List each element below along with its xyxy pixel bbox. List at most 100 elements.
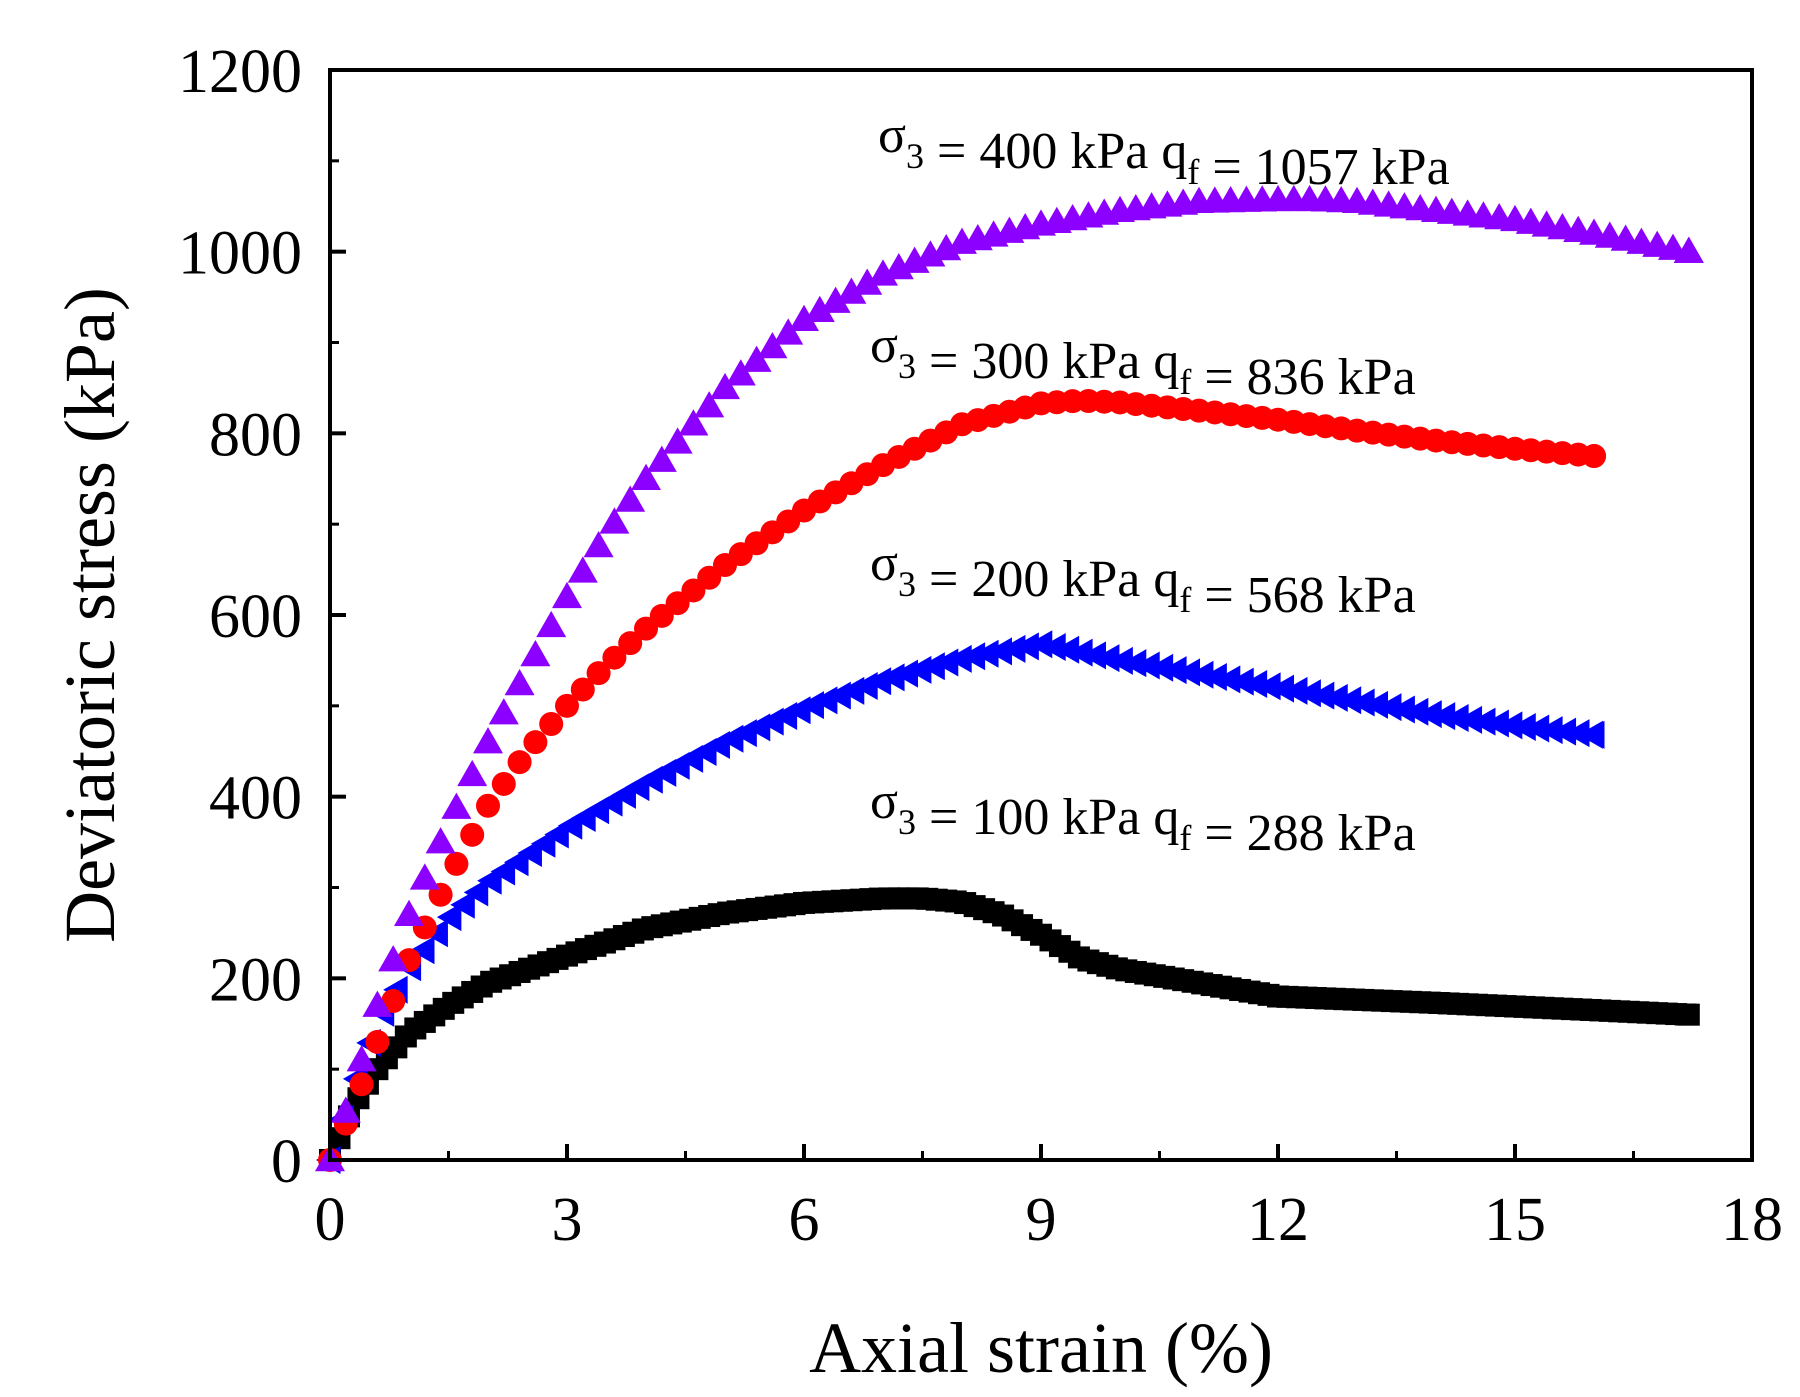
data-point bbox=[1296, 679, 1321, 708]
data-point bbox=[436, 903, 462, 932]
y-tick-label: 1000 bbox=[178, 220, 302, 288]
annotation-label: σ3 = 400 kPa qf = 1057 kPa bbox=[878, 107, 1450, 196]
data-point bbox=[1444, 703, 1469, 732]
annotation-subscript: f bbox=[1179, 362, 1191, 402]
data-point bbox=[552, 581, 582, 609]
data-point bbox=[1054, 635, 1080, 664]
annotation-text: = 400 kPa bbox=[924, 123, 1161, 180]
data-point bbox=[1403, 697, 1429, 726]
data-point bbox=[394, 899, 424, 926]
annotation-subscript: 3 bbox=[898, 802, 916, 842]
data-point bbox=[694, 391, 725, 418]
data-point bbox=[346, 1045, 377, 1072]
data-point bbox=[460, 822, 485, 847]
data-point bbox=[444, 851, 469, 876]
x-tick-label: 3 bbox=[552, 1186, 583, 1254]
data-point bbox=[1336, 686, 1362, 715]
annotation-label: σ3 = 200 kPa qf = 568 kPa bbox=[870, 535, 1416, 624]
data-point bbox=[567, 556, 598, 583]
annotation-text: q bbox=[1153, 551, 1179, 608]
data-point bbox=[539, 712, 564, 736]
x-tick-label: 9 bbox=[1026, 1186, 1057, 1254]
data-point bbox=[933, 648, 959, 677]
data-point bbox=[920, 652, 945, 681]
annotation-subscript: 3 bbox=[898, 346, 916, 386]
data-point bbox=[662, 427, 693, 454]
data-point bbox=[773, 318, 804, 345]
data-point bbox=[1497, 711, 1523, 740]
y-tick-label: 200 bbox=[209, 946, 302, 1014]
data-point bbox=[1242, 669, 1268, 698]
series-triangle-up bbox=[315, 184, 1704, 1172]
data-point bbox=[378, 945, 409, 972]
x-tick-label: 15 bbox=[1484, 1186, 1546, 1254]
data-point bbox=[441, 792, 472, 819]
data-point bbox=[381, 989, 406, 1014]
data-point bbox=[615, 485, 646, 512]
annotation-text: q bbox=[1153, 789, 1179, 846]
data-point bbox=[789, 304, 819, 332]
data-point bbox=[1121, 649, 1147, 678]
annotation-text: σ bbox=[878, 107, 906, 164]
annotation-label: σ3 = 100 kPa qf = 288 kPa bbox=[870, 773, 1416, 862]
data-point bbox=[1323, 683, 1348, 712]
data-point bbox=[476, 793, 500, 818]
data-point bbox=[1551, 717, 1577, 746]
data-point bbox=[1188, 660, 1214, 689]
plot-marks bbox=[315, 184, 1704, 1174]
annotation-text: = 300 kPa bbox=[916, 333, 1153, 390]
data-point bbox=[570, 677, 595, 702]
data-point bbox=[1582, 444, 1606, 469]
series-square bbox=[319, 887, 1700, 1171]
data-point bbox=[1215, 665, 1241, 694]
data-point bbox=[349, 1072, 374, 1097]
data-point bbox=[710, 372, 740, 400]
data-point bbox=[631, 463, 661, 490]
data-point bbox=[1511, 712, 1536, 741]
data-point bbox=[1677, 1003, 1700, 1026]
data-point bbox=[1081, 641, 1107, 670]
annotation-text: = 1057 kPa bbox=[1199, 139, 1449, 196]
data-point bbox=[906, 655, 932, 684]
x-tick-label: 12 bbox=[1247, 1186, 1309, 1254]
data-point bbox=[1376, 693, 1402, 722]
data-point bbox=[1363, 690, 1389, 719]
data-point bbox=[852, 268, 883, 295]
x-axis-title: Axial strain (%) bbox=[809, 1308, 1273, 1388]
data-point bbox=[836, 277, 867, 304]
data-point bbox=[880, 663, 905, 692]
data-point bbox=[1484, 709, 1509, 738]
data-point bbox=[1068, 638, 1093, 667]
data-point bbox=[463, 878, 489, 907]
data-point bbox=[1108, 646, 1133, 675]
data-point bbox=[1256, 672, 1281, 701]
data-point bbox=[488, 698, 519, 725]
annotation-text: = 100 kPa bbox=[916, 789, 1153, 846]
y-tick-label: 600 bbox=[209, 583, 302, 651]
data-point bbox=[583, 530, 614, 558]
annotation-subscript: 3 bbox=[898, 564, 916, 604]
data-point bbox=[1580, 720, 1605, 749]
data-point bbox=[1175, 658, 1201, 687]
data-point bbox=[586, 661, 611, 686]
data-point bbox=[974, 639, 999, 668]
data-point bbox=[504, 669, 535, 696]
annotation-subscript: f bbox=[1179, 818, 1191, 858]
data-point bbox=[820, 286, 851, 313]
data-point bbox=[473, 727, 503, 754]
data-point bbox=[1027, 630, 1053, 659]
data-point bbox=[1135, 651, 1160, 680]
x-axis: 0 3 6 9 12 15 18 bbox=[315, 1144, 1783, 1254]
data-point bbox=[757, 332, 788, 359]
data-point bbox=[1309, 681, 1335, 710]
data-point bbox=[741, 345, 772, 372]
data-point bbox=[362, 990, 393, 1017]
annotation-text: σ bbox=[870, 773, 898, 830]
y-axis: 0 200 400 600 800 1000 1200 bbox=[178, 38, 346, 1196]
annotation-text: q bbox=[1161, 123, 1187, 180]
y-tick-label: 1200 bbox=[178, 38, 302, 106]
data-point bbox=[804, 295, 835, 322]
series-circle bbox=[318, 388, 1606, 1172]
data-point bbox=[987, 637, 1012, 666]
data-point bbox=[1470, 707, 1496, 736]
